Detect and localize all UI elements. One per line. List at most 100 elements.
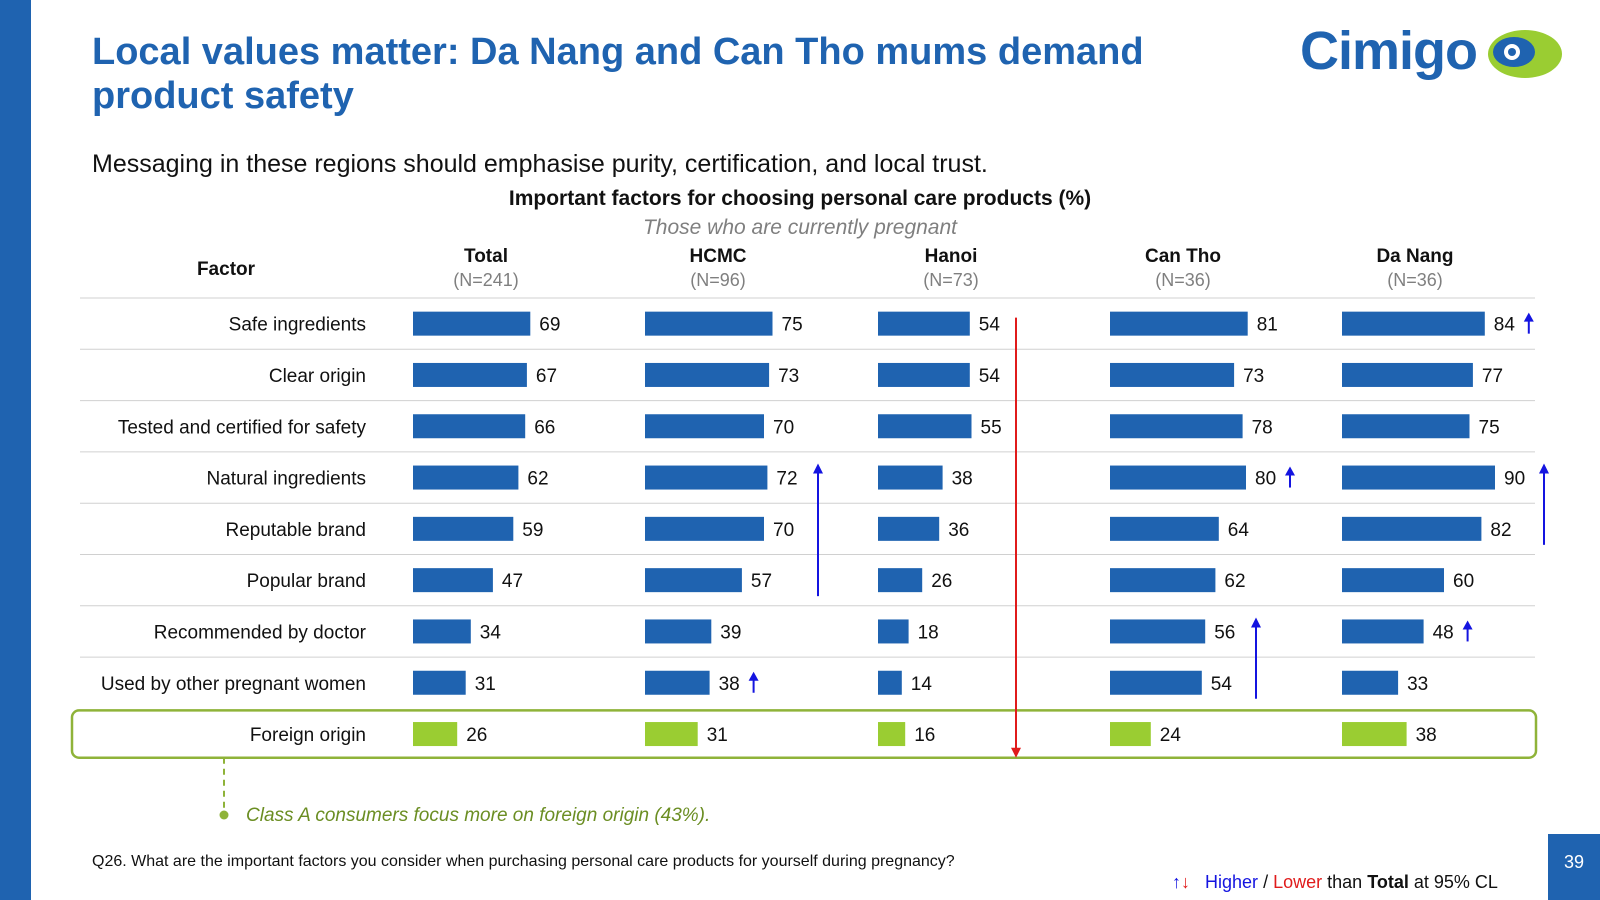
value-label-hcmc-natural-ingredients: 72 [776,469,797,490]
bar-hcmc-natural-ingredients [645,465,768,490]
class-a-note: Class A consumers focus more on foreign … [246,805,711,826]
bar-hanoi-natural-ingredients [878,465,943,490]
bar-da-nang-used-by-other-pregnant-women [1342,670,1399,695]
value-label-hcmc-safe-ingredients: 75 [782,315,803,336]
bar-can-tho-foreign-origin [1110,722,1151,747]
bar-hanoi-used-by-other-pregnant-women [878,670,902,695]
value-label-hcmc-used-by-other-pregnant-women: 38 [719,674,740,695]
value-label-total-clear-origin: 67 [536,366,557,387]
higher-arrow-head-icon [1523,312,1534,322]
bar-hcmc-safe-ingredients [645,311,773,336]
value-label-can-tho-natural-ingredients: 80 [1255,469,1276,490]
column-header-hanoi: Hanoi [925,246,978,267]
value-label-can-tho-tested-and-certified-for-safety: 78 [1252,417,1273,438]
bar-total-tested-and-certified-for-safety [413,414,526,439]
value-label-total-recommended-by-doctor: 34 [480,622,502,643]
cimigo-logo: Cimigo [1300,18,1570,88]
bar-da-nang-recommended-by-doctor [1342,619,1424,644]
column-header-da-nang: Da Nang [1376,246,1453,267]
value-label-hanoi-safe-ingredients: 54 [979,315,1001,336]
value-label-can-tho-used-by-other-pregnant-women: 54 [1211,674,1233,695]
column-header-total: Total [464,246,508,267]
value-label-hcmc-popular-brand: 57 [751,571,772,592]
value-label-total-tested-and-certified-for-safety: 66 [534,417,555,438]
bar-total-reputable-brand [413,516,514,541]
higher-arrow-head-icon [1462,620,1473,630]
value-label-da-nang-safe-ingredients: 84 [1494,315,1516,336]
up-arrow-icon: ↑ [1172,872,1181,892]
value-label-da-nang-clear-origin: 77 [1482,366,1503,387]
group-higher-arrow-head-icon [813,463,823,474]
value-label-total-popular-brand: 47 [502,571,523,592]
value-label-hanoi-reputable-brand: 36 [948,520,969,541]
category-label-foreign-origin: Foreign origin [250,725,366,746]
bar-da-nang-clear-origin [1342,362,1473,387]
column-n-hcmc: (N=96) [690,270,746,290]
bar-total-safe-ingredients [413,311,531,336]
value-label-hcmc-recommended-by-doctor: 39 [720,622,741,643]
bar-hanoi-recommended-by-doctor [878,619,909,644]
page-subtitle: Messaging in these regions should emphas… [92,150,988,178]
bar-total-recommended-by-doctor [413,619,471,644]
bar-hcmc-popular-brand [645,568,742,593]
value-label-can-tho-recommended-by-doctor: 56 [1214,622,1235,643]
value-label-hanoi-foreign-origin: 16 [914,725,935,746]
value-label-hanoi-recommended-by-doctor: 18 [918,622,939,643]
bar-hcmc-reputable-brand [645,516,764,541]
bar-hanoi-clear-origin [878,362,970,387]
bar-can-tho-clear-origin [1110,362,1235,387]
factor-header: Factor [197,259,256,280]
column-header-hcmc: HCMC [690,246,747,267]
bar-can-tho-recommended-by-doctor [1110,619,1206,644]
category-label-safe-ingredients: Safe ingredients [229,315,366,336]
legend-total: Total [1367,872,1409,892]
value-label-hanoi-tested-and-certified-for-safety: 55 [981,417,1002,438]
value-label-hanoi-popular-brand: 26 [931,571,952,592]
logo-text: Cimigo [1300,21,1478,81]
column-n-da-nang: (N=36) [1387,270,1443,290]
note-connector-dot [219,810,229,820]
question-footnote: Q26. What are the important factors you … [92,853,955,870]
column-n-hanoi: (N=73) [923,270,979,290]
bar-can-tho-safe-ingredients [1110,311,1248,336]
legend-than: than [1327,872,1363,892]
column-n-can-tho: (N=36) [1155,270,1211,290]
category-label-used-by-other-pregnant-women: Used by other pregnant women [101,674,366,695]
value-label-hcmc-foreign-origin: 31 [707,725,728,746]
category-label-natural-ingredients: Natural ingredients [207,469,366,490]
value-label-total-natural-ingredients: 62 [527,469,548,490]
group-higher-arrow-head-icon [1539,463,1549,474]
value-label-hanoi-clear-origin: 54 [979,366,1001,387]
value-label-total-foreign-origin: 26 [466,725,487,746]
bar-da-nang-popular-brand [1342,568,1444,593]
group-lower-arrow-head-icon [1011,747,1021,758]
value-label-hcmc-clear-origin: 73 [778,366,799,387]
legend-higher: Higher [1205,872,1259,892]
bar-total-used-by-other-pregnant-women [413,670,466,695]
value-label-total-used-by-other-pregnant-women: 31 [475,674,496,695]
bar-total-natural-ingredients [413,465,519,490]
category-label-tested-and-certified-for-safety: Tested and certified for safety [118,417,367,438]
value-label-can-tho-popular-brand: 62 [1224,571,1245,592]
category-label-clear-origin: Clear origin [269,366,366,387]
bar-hanoi-popular-brand [878,568,923,593]
bar-hcmc-used-by-other-pregnant-women [645,670,710,695]
value-label-da-nang-natural-ingredients: 90 [1504,469,1525,490]
significance-legend: ↑↓ Higher / Lower than Total at 95% CL [1172,872,1498,893]
value-label-can-tho-clear-origin: 73 [1243,366,1264,387]
bar-hanoi-tested-and-certified-for-safety [878,414,972,439]
value-label-da-nang-popular-brand: 60 [1453,571,1474,592]
bar-total-popular-brand [413,568,493,593]
bar-can-tho-reputable-brand [1110,516,1219,541]
value-label-da-nang-recommended-by-doctor: 48 [1433,622,1454,643]
bar-hcmc-tested-and-certified-for-safety [645,414,764,439]
value-label-da-nang-foreign-origin: 38 [1416,725,1437,746]
value-label-total-safe-ingredients: 69 [539,315,560,336]
value-label-can-tho-reputable-brand: 64 [1228,520,1250,541]
legend-lower: Lower [1273,872,1323,892]
value-label-total-reputable-brand: 59 [522,520,543,541]
legend-cl: at 95% CL [1413,872,1498,892]
down-arrow-icon: ↓ [1181,872,1190,892]
bar-da-nang-natural-ingredients [1342,465,1495,490]
